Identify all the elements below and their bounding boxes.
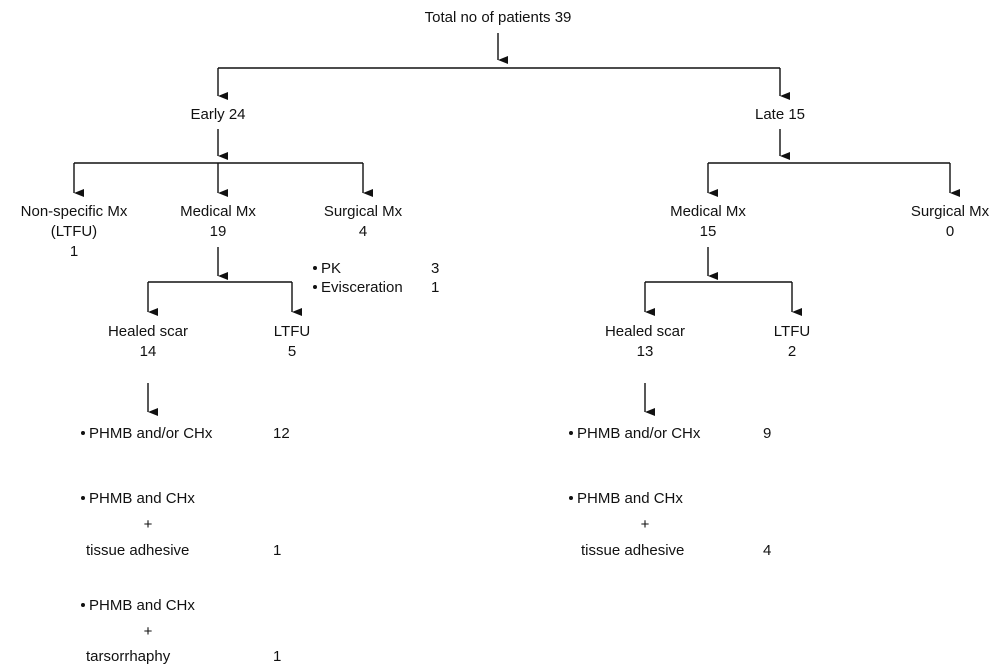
early-treatment-plus: +: [143, 623, 153, 640]
late-healed-count: 13: [636, 343, 654, 360]
late-healed-label: Healed scar: [604, 323, 686, 340]
early-treatment-count: 1: [273, 542, 282, 559]
late-treatment-count: 9: [763, 425, 772, 442]
late-treatment-label: PHMB and CHx: [577, 490, 683, 507]
early-nonspecific-label: Non-specific Mx: [20, 203, 128, 220]
late-node: Late 15: [754, 106, 806, 123]
late-medical-count: 15: [699, 223, 717, 240]
early-surgical-item-count: 1: [431, 279, 440, 296]
late-treatment-count: 4: [763, 542, 772, 559]
late-treatment-item: PHMB and/or CHx: [569, 424, 700, 444]
bullet-icon: [569, 431, 573, 436]
early-medical-label: Medical Mx: [180, 203, 256, 220]
early-surgical-item: PK: [313, 259, 341, 279]
late-surgical-label: Surgical Mx: [910, 203, 990, 220]
early-surgical-item-label: Evisceration: [321, 279, 403, 296]
bullet-icon: [313, 285, 317, 290]
early-treatment-label: PHMB and CHx: [89, 490, 195, 507]
bullet-icon: [569, 496, 573, 501]
early-treatment-item: PHMB and CHx: [81, 489, 195, 509]
early-healed-count: 14: [139, 343, 157, 360]
late-treatment-item: PHMB and CHx: [569, 489, 683, 509]
early-medical-count: 19: [209, 223, 227, 240]
late-treatment-label: PHMB and/or CHx: [577, 425, 701, 442]
early-treatment-item: PHMB and/or CHx: [81, 424, 212, 444]
early-surgical-label: Surgical Mx: [323, 203, 403, 220]
bullet-icon: [313, 266, 317, 271]
late-surgical-count: 0: [945, 223, 955, 240]
late-ltfu-count: 2: [787, 343, 797, 360]
early-treatment-label: PHMB and CHx: [89, 597, 195, 614]
late-treatment-plus: +: [640, 516, 650, 533]
late-medical-label: Medical Mx: [670, 203, 746, 220]
bullet-icon: [81, 496, 85, 501]
early-surgical-item-count: 3: [431, 260, 440, 277]
early-nonspecific-sub: (LTFU): [50, 223, 98, 240]
early-treatment-extra: tarsorrhaphy: [86, 648, 171, 665]
late-ltfu-label: LTFU: [773, 323, 811, 340]
early-ltfu-count: 5: [287, 343, 297, 360]
root-node: Total no of patients 39: [424, 9, 572, 26]
early-treatment-label: PHMB and/or CHx: [89, 425, 213, 442]
early-surgical-count: 4: [358, 223, 368, 240]
early-ltfu-label: LTFU: [273, 323, 311, 340]
bullet-icon: [81, 431, 85, 436]
early-treatment-count: 12: [273, 425, 290, 442]
early-node: Early 24: [190, 106, 246, 123]
early-surgical-item-label: PK: [321, 260, 342, 277]
early-treatment-count: 1: [273, 648, 282, 665]
early-surgical-item: Evisceration: [313, 278, 403, 298]
early-nonspecific-count: 1: [69, 243, 79, 260]
late-treatment-extra: tissue adhesive: [581, 542, 685, 559]
bullet-icon: [81, 603, 85, 608]
early-treatment-extra: tissue adhesive: [86, 542, 190, 559]
early-healed-label: Healed scar: [107, 323, 189, 340]
early-treatment-item: PHMB and CHx: [81, 596, 195, 616]
early-treatment-plus: +: [143, 516, 153, 533]
